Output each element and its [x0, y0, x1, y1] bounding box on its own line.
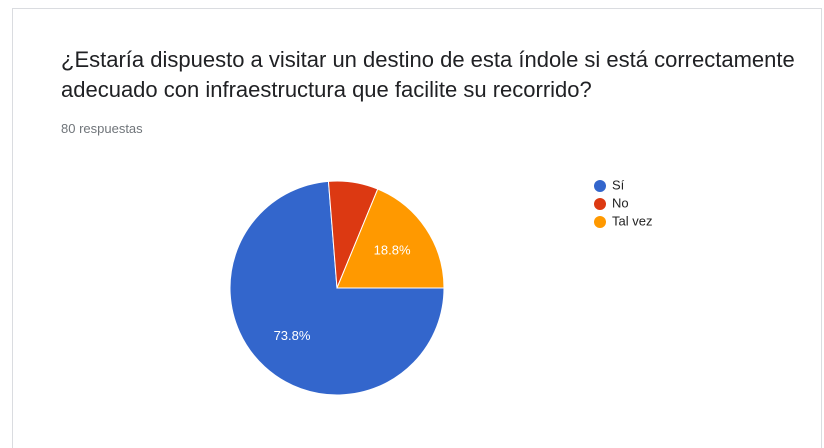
card: ¿Estaría dispuesto a visitar un destino … — [12, 8, 822, 448]
legend-label: Sí — [612, 177, 625, 192]
response-count: 80 respuestas — [61, 121, 143, 136]
slice-label: 73.8% — [274, 328, 311, 343]
legend-label: No — [612, 195, 629, 210]
chart-title: ¿Estaría dispuesto a visitar un destino … — [61, 47, 795, 102]
legend-swatch — [594, 180, 606, 192]
legend-swatch — [594, 216, 606, 228]
legend-label: Tal vez — [612, 213, 652, 228]
pie-slice — [336, 188, 445, 289]
legend-swatch — [594, 198, 606, 210]
slice-label: 18.8% — [374, 243, 411, 258]
